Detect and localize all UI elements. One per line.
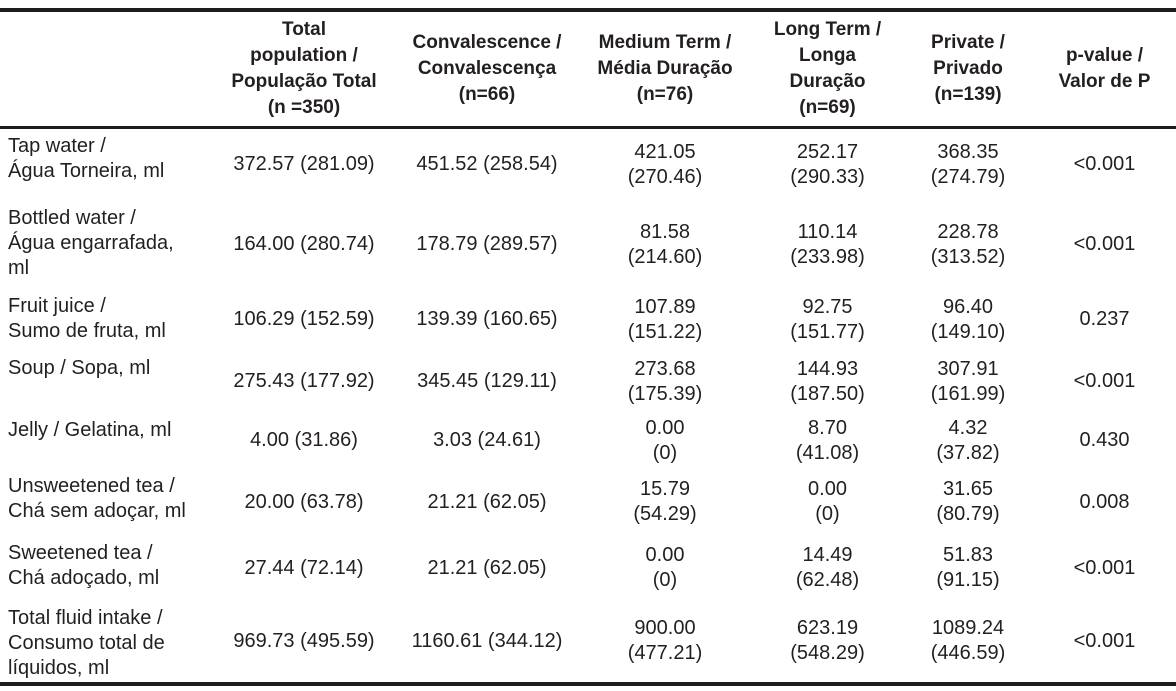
row-label: Sweetened tea / Chá adoçado, ml xyxy=(8,541,160,589)
data-cell: 1089.24 (446.59) xyxy=(930,617,1006,664)
p-value-cell: 0.237 xyxy=(1079,308,1130,330)
data-cell: 345.45 (129.11) xyxy=(417,370,557,392)
data-cell: 0.00 (0) xyxy=(645,416,685,464)
data-cell: 0.00 (0) xyxy=(645,544,685,591)
data-cell: 228.78 (313.52) xyxy=(930,220,1006,268)
row-label: Total fluid intake / Consumo total de lí… xyxy=(8,606,165,679)
table-row-sweetened-tea: Sweetened tea / Chá adoçado, ml 27.44 (7… xyxy=(0,536,1176,601)
data-cell: 273.68 (175.39) xyxy=(627,357,703,405)
data-cell: 21.21 (62.05) xyxy=(427,556,547,579)
data-cell: 252.17 (290.33) xyxy=(790,140,865,188)
data-cell: 623.19 (548.29) xyxy=(790,617,865,664)
data-cell: 1160.61 (344.12) xyxy=(411,629,563,652)
data-cell: 21.21 (62.05) xyxy=(427,490,547,513)
data-cell: 20.00 (63.78) xyxy=(244,490,364,513)
column-header-p-value: p-value / Valor de P xyxy=(1033,10,1176,129)
data-cell: 31.65 (80.79) xyxy=(936,478,1000,525)
column-header-total-population: Total population / População Total (n =3… xyxy=(212,10,396,129)
p-value-cell: 0.008 xyxy=(1079,490,1130,513)
data-cell: 8.70 (41.08) xyxy=(795,416,860,464)
fluid-intake-table: Total population / População Total (n =3… xyxy=(0,8,1176,686)
table-row-soup: Soup / Sopa, ml 275.43 (177.92) 345.45 (… xyxy=(0,351,1176,413)
column-header-medium-term: Medium Term / Média Duração (n=76) xyxy=(578,10,752,129)
data-cell: 969.73 (495.59) xyxy=(233,629,375,652)
empty-header-cell xyxy=(0,10,212,129)
data-cell: 451.52 (258.54) xyxy=(416,153,558,176)
data-cell: 92.75 (151.77) xyxy=(790,295,865,343)
data-cell: 275.43 (177.92) xyxy=(233,370,375,392)
data-cell: 421.05 (270.46) xyxy=(627,140,703,188)
column-header-long-term: Long Term / Longa Duração (n=69) xyxy=(752,10,903,129)
data-cell: 14.49 (62.48) xyxy=(795,544,860,591)
table-row-tap-water: Tap water / Água Torneira, ml 372.57 (28… xyxy=(0,128,1176,201)
row-label: Unsweetened tea / Chá sem adoçar, ml xyxy=(8,474,186,522)
table-row-bottled-water: Bottled water / Água engarrafada, ml 164… xyxy=(0,201,1176,289)
row-label: Fruit juice / Sumo de fruta, ml xyxy=(8,294,166,342)
data-cell: 110.14 (233.98) xyxy=(790,220,865,268)
column-header-private: Private / Privado (n=139) xyxy=(903,10,1033,129)
p-value-cell: <0.001 xyxy=(1073,370,1136,392)
data-cell: 96.40 (149.10) xyxy=(930,295,1006,343)
table-row-fruit-juice: Fruit juice / Sumo de fruta, ml 106.29 (… xyxy=(0,289,1176,351)
data-cell: 139.39 (160.65) xyxy=(416,308,558,330)
data-cell: 3.03 (24.61) xyxy=(433,429,541,451)
p-value-cell: 0.430 xyxy=(1079,429,1130,451)
data-cell: 51.83 (91.15) xyxy=(936,544,1000,591)
data-cell: 372.57 (281.09) xyxy=(233,153,375,176)
p-value-cell: <0.001 xyxy=(1073,153,1136,176)
table-row-unsweetened-tea: Unsweetened tea / Chá sem adoçar, ml 20.… xyxy=(0,469,1176,536)
header-row: Total population / População Total (n =3… xyxy=(0,10,1176,129)
data-cell: 144.93 (187.50) xyxy=(790,357,865,405)
row-label: Tap water / Água Torneira, ml xyxy=(8,135,165,182)
table-row-total-fluid-intake: Total fluid intake / Consumo total de lí… xyxy=(0,601,1176,684)
data-cell: 178.79 (289.57) xyxy=(416,233,558,255)
data-cell: 900.00 (477.21) xyxy=(627,617,703,664)
data-cell: 15.79 (54.29) xyxy=(633,478,697,525)
table-row-jelly: Jelly / Gelatina, ml 4.00 (31.86) 3.03 (… xyxy=(0,413,1176,469)
data-cell: 307.91 (161.99) xyxy=(930,357,1006,405)
data-cell: 106.29 (152.59) xyxy=(233,308,375,330)
data-cell: 27.44 (72.14) xyxy=(244,556,364,579)
p-value-cell: <0.001 xyxy=(1073,629,1136,652)
data-cell: 368.35 (274.79) xyxy=(930,140,1006,188)
data-cell: 164.00 (280.74) xyxy=(233,233,375,255)
column-header-convalescence: Convalescence / Convalescença (n=66) xyxy=(396,10,578,129)
row-label: Bottled water / Água engarrafada, ml xyxy=(8,206,174,279)
data-cell: 107.89 (151.22) xyxy=(627,295,703,343)
row-label: Soup / Sopa, ml xyxy=(8,356,151,379)
row-label: Jelly / Gelatina, ml xyxy=(8,418,172,441)
data-cell: 4.00 (31.86) xyxy=(250,429,358,451)
data-cell: 81.58 (214.60) xyxy=(627,220,703,268)
p-value-cell: <0.001 xyxy=(1073,233,1136,255)
data-cell: 0.00 (0) xyxy=(808,478,847,525)
p-value-cell: <0.001 xyxy=(1073,556,1136,579)
data-cell: 4.32 (37.82) xyxy=(936,416,1000,464)
